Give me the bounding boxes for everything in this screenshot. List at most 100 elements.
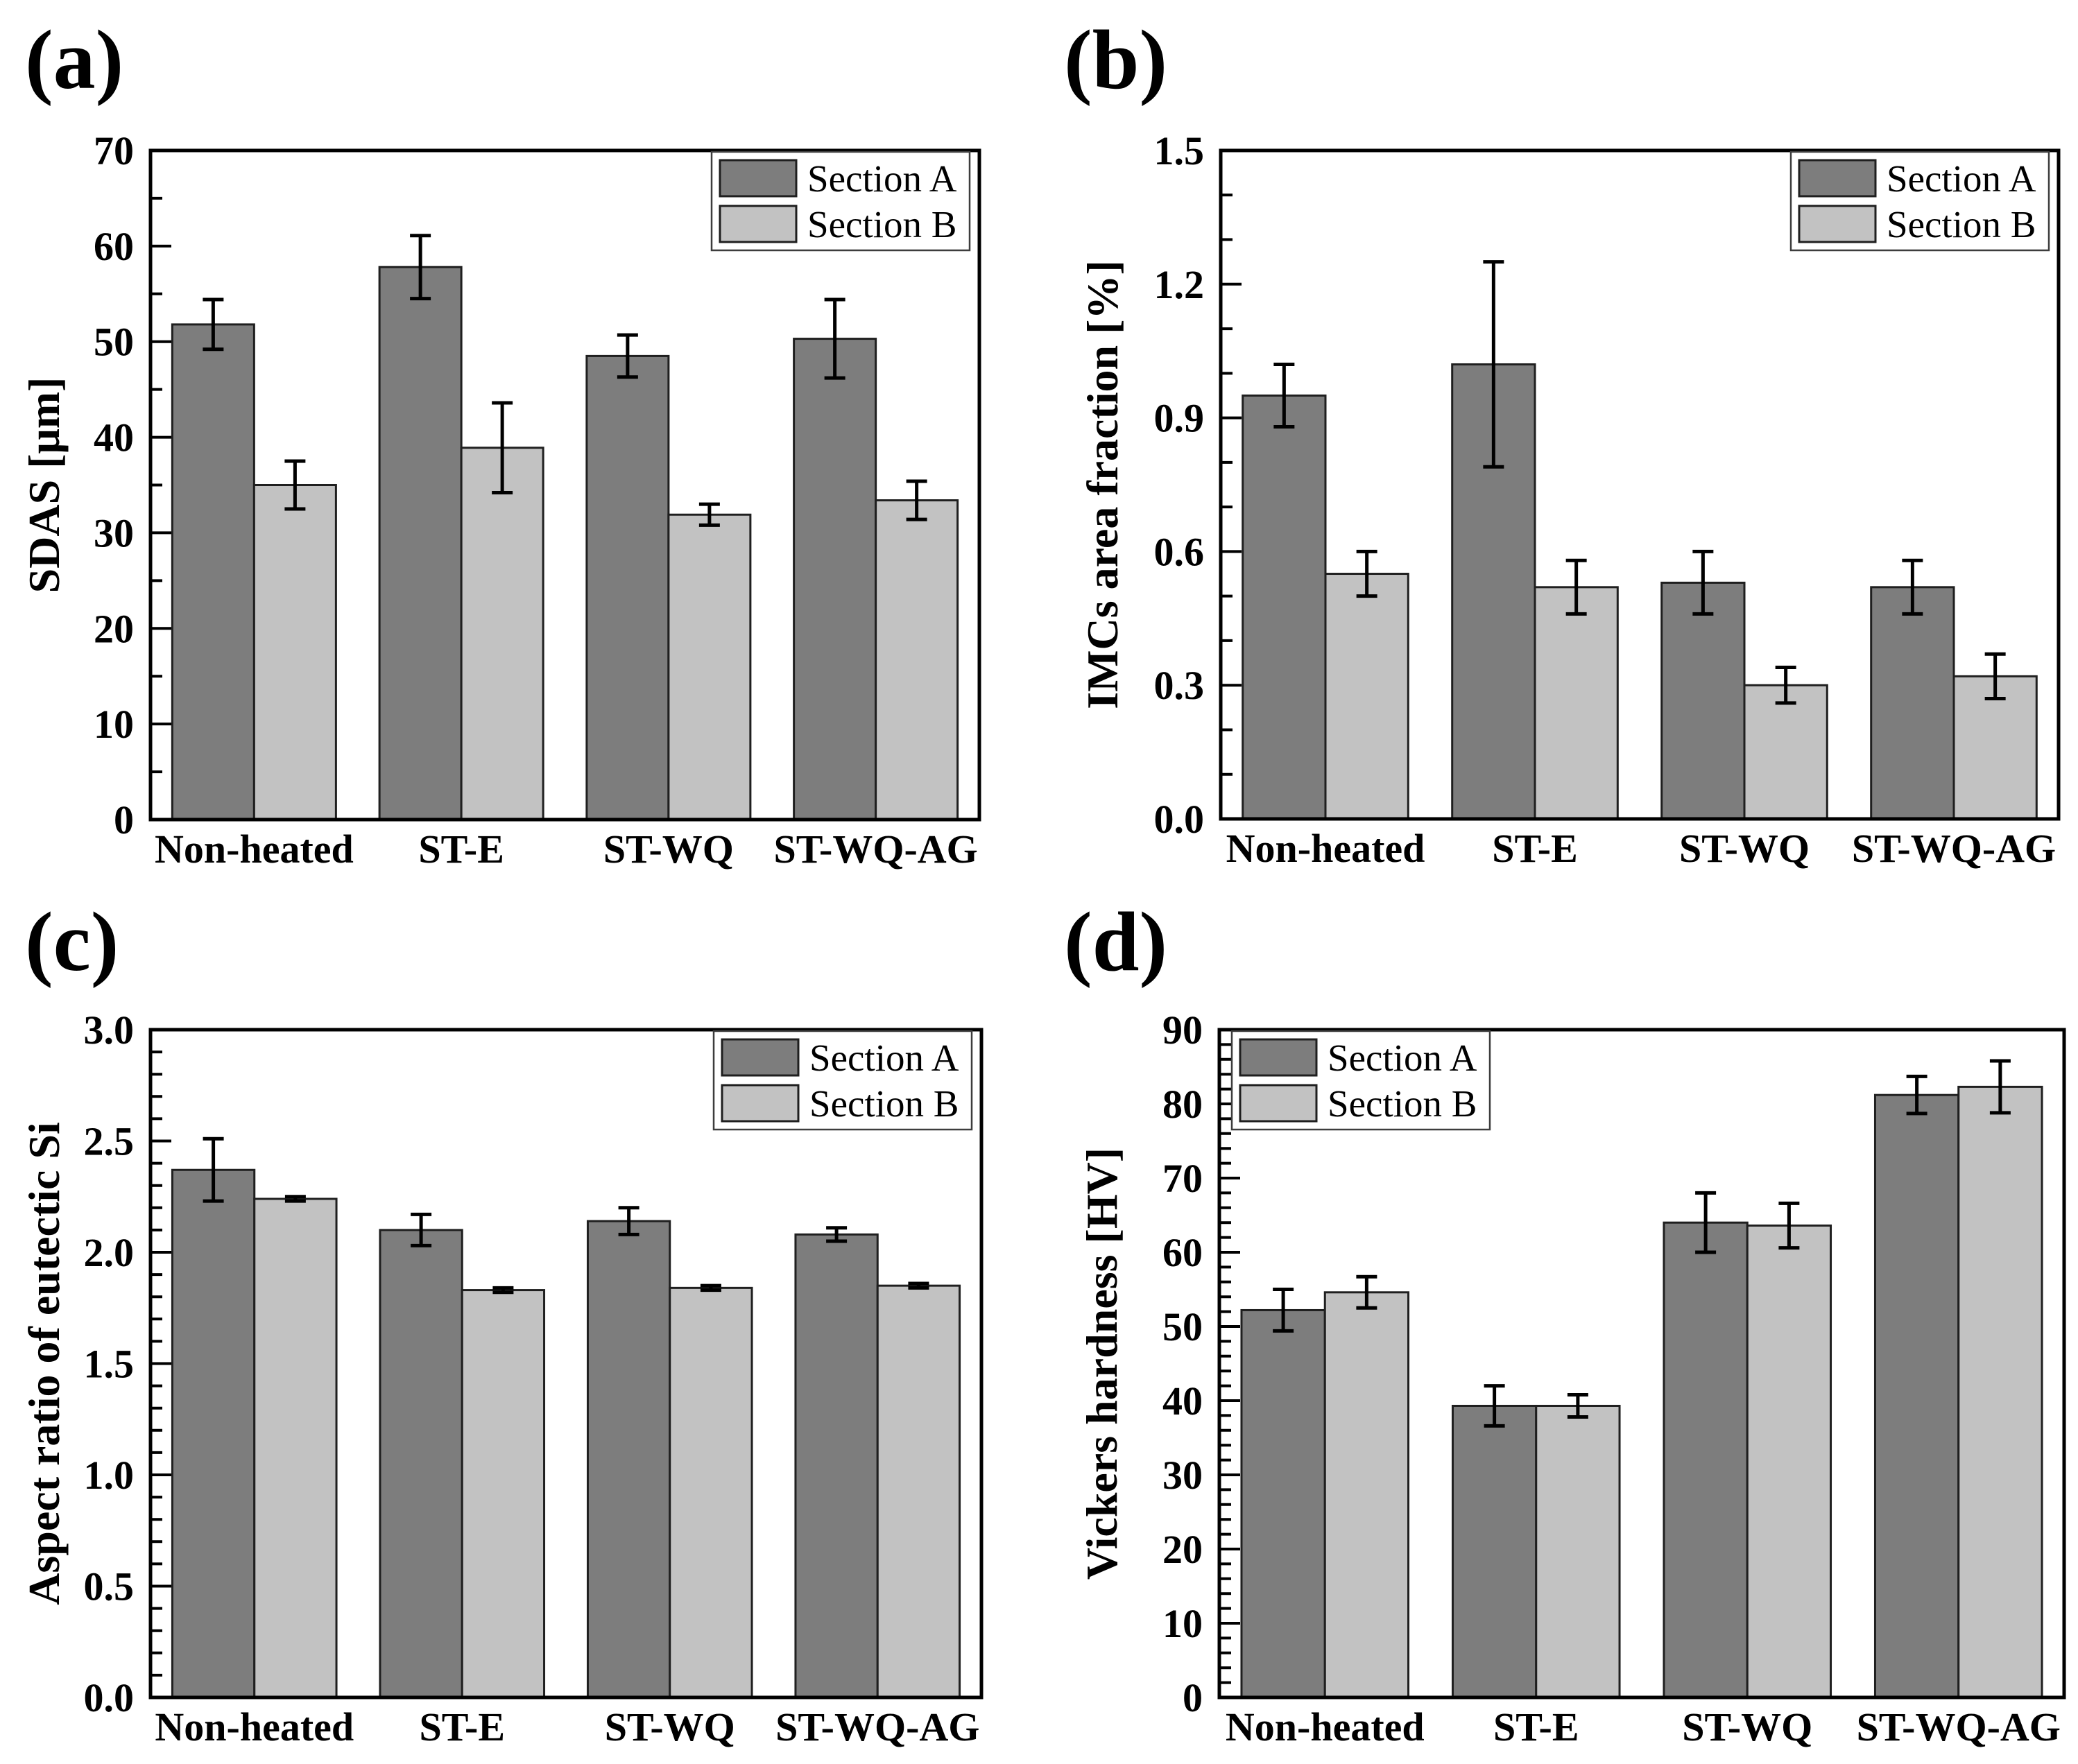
error-bars-group: [1273, 260, 2006, 705]
bars-group: [171, 1168, 961, 1699]
errorbar-section-a-st-e: [1483, 260, 1504, 469]
y-tick-label-60: 60: [94, 224, 134, 269]
legend-label-section-b: Section B: [809, 1082, 959, 1125]
category-label-st-wq: ST-WQ: [1682, 1704, 1812, 1749]
errorbar-section-a-st-wq: [1692, 549, 1714, 616]
bar-section-a-st-wq: [1660, 581, 1746, 820]
legend-swatch-section-b: [719, 205, 798, 243]
y-axis-label: SDAS [μm]: [19, 377, 69, 594]
category-label-st-e: ST-E: [1492, 826, 1578, 871]
category-label-st-e: ST-E: [418, 827, 504, 872]
bar-section-b-st-wq: [1743, 684, 1828, 820]
errorbar-section-b-non-heated: [284, 1195, 306, 1203]
panel-c-chart: 0.0 0.5 1.0 1.5 2.0 2.5 3.0 Aspect ratio of eut…: [19, 1008, 984, 1749]
category-labels-group: Non-heated ST-E ST-WQ ST-WQ-AG: [1226, 1704, 2061, 1749]
y-ticks-group: [151, 1050, 171, 1677]
legend-label-section-b: Section B: [1887, 203, 2036, 245]
legend-swatch-section-a: [719, 159, 798, 198]
panel-c: (c) 0.0 0.5 1.0 1.5 2.0 2.5 3.0 Aspect ratio of…: [0, 882, 1039, 1764]
y-tick-labels-group: 0 10 20 30 40 50 60 70 80 90: [1162, 1008, 1203, 1720]
errorbar-section-b-non-heated: [284, 459, 306, 511]
bar-section-a-st-wq-ag: [794, 1233, 879, 1699]
errorbar-section-b-st-wq: [698, 502, 720, 527]
bar-section-b-st-e: [461, 1289, 546, 1699]
panel-d-chart: 0 10 20 30 40 50 60 70 80 90 Vickers hardness [HV]…: [1077, 1008, 2066, 1749]
errorbar-section-a-st-wq-ag: [824, 297, 845, 380]
panel-a-label: (a): [25, 13, 124, 107]
legend-swatch-section-a: [721, 1038, 800, 1077]
panel-b: (b) 0.0 0.3 0.6 0.9 1.2 1.5 IMCs area fraction…: [1039, 0, 2078, 882]
y-tick-label-0: 0: [114, 797, 134, 842]
errorbar-section-a-non-heated: [1273, 1288, 1294, 1333]
errorbar-section-a-st-wq: [618, 1206, 639, 1236]
errorbar-section-b-st-wq: [1778, 1201, 1800, 1250]
bars-group: [171, 266, 959, 821]
category-labels-group: Non-heated ST-E ST-WQ ST-WQ-AG: [1226, 826, 2056, 871]
bar-section-b-non-heated: [253, 1197, 338, 1699]
bar-section-a-st-wq: [585, 354, 670, 821]
category-label-st-wq: ST-WQ: [1679, 826, 1810, 871]
bar-section-b-st-wq-ag: [876, 1284, 961, 1699]
error-bars-group: [203, 1136, 929, 1295]
y-tick-label-0-9: 0.9: [1154, 396, 1205, 441]
y-tick-label-30: 30: [94, 510, 134, 555]
y-tick-label-30: 30: [1162, 1453, 1203, 1498]
bar-section-a-non-heated: [171, 323, 255, 821]
errorbar-section-b-st-wq-ag: [1989, 1059, 2011, 1115]
y-tick-label-20: 20: [1162, 1527, 1203, 1572]
error-bars-group: [1273, 1059, 2011, 1428]
bar-section-b-st-e: [460, 447, 544, 821]
legend-swatch-section-b: [1798, 205, 1877, 243]
y-tick-label-50: 50: [94, 320, 134, 365]
category-label-st-wq-ag: ST-WQ-AG: [1852, 826, 2056, 871]
y-tick-label-80: 80: [1162, 1082, 1203, 1127]
panel-c-label: (c): [25, 895, 119, 989]
category-labels-group: Non-heated ST-E ST-WQ ST-WQ-AG: [155, 827, 978, 872]
y-ticks-group: [1219, 1043, 1240, 1684]
errorbar-section-b-st-wq-ag: [906, 479, 927, 521]
y-tick-label-0: 0: [1183, 1675, 1203, 1720]
y-axis-label: IMCs area fraction [%]: [1078, 260, 1127, 709]
y-tick-labels-group: 0.0 0.5 1.0 1.5 2.0 2.5 3.0: [84, 1008, 135, 1720]
bar-section-b-st-wq: [667, 513, 752, 821]
y-tick-label-3-0: 3.0: [84, 1008, 135, 1053]
errorbar-section-a-non-heated: [203, 1136, 224, 1203]
y-tick-label-1-2: 1.2: [1154, 262, 1205, 307]
plot-frame: [1217, 1028, 2066, 1700]
bar-section-a-non-heated: [1240, 1308, 1326, 1699]
panel-b-chart: 0.0 0.3 0.6 0.9 1.2 1.5 IMCs area fraction [%]…: [1078, 128, 2061, 871]
errorbar-section-b-st-e: [1565, 558, 1587, 616]
legend-label-section-a: Section A: [1887, 157, 2036, 200]
bar-section-b-st-e: [1535, 1404, 1621, 1699]
y-tick-label-20: 20: [94, 606, 134, 651]
errorbar-section-b-non-heated: [1356, 1274, 1377, 1310]
legend-label-section-a: Section A: [1328, 1037, 1477, 1079]
errorbar-section-a-st-wq-ag: [1906, 1074, 1927, 1116]
plot-frame: [1219, 148, 2061, 821]
bar-section-b-st-wq-ag: [875, 499, 959, 821]
y-tick-label-1-0: 1.0: [84, 1453, 135, 1498]
y-tick-label-0-3: 0.3: [1154, 663, 1205, 708]
errorbar-section-a-st-e: [411, 1212, 432, 1247]
bar-section-b-non-heated: [1324, 573, 1409, 820]
errorbar-section-b-non-heated: [1356, 549, 1377, 598]
errorbar-section-a-non-heated: [1273, 362, 1295, 429]
legend-swatch-section-a: [1239, 1038, 1318, 1077]
category-label-st-wq-ag: ST-WQ-AG: [775, 1704, 979, 1749]
bar-section-b-non-heated: [252, 484, 337, 821]
y-tick-label-10: 10: [1162, 1601, 1203, 1646]
errorbar-section-a-st-wq-ag: [1902, 558, 1923, 616]
bar-section-b-st-e: [1534, 586, 1619, 820]
errorbar-section-b-st-wq: [1775, 665, 1796, 705]
bar-section-a-st-e: [379, 1229, 463, 1699]
y-tick-label-50: 50: [1162, 1304, 1203, 1349]
category-label-non-heated: Non-heated: [155, 827, 354, 872]
y-tick-label-1-5: 1.5: [84, 1342, 135, 1387]
y-tick-label-10: 10: [94, 702, 134, 747]
y-tick-label-40: 40: [1162, 1378, 1203, 1424]
bar-section-a-st-wq-ag: [1873, 1093, 1960, 1699]
panel-a-chart: 0 10 20 30 40 50 60 70 SDAS [μm] Non-heated ST-E ST…: [19, 128, 981, 872]
bar-section-a-st-wq: [586, 1220, 671, 1699]
errorbar-section-b-st-e: [1567, 1392, 1588, 1419]
